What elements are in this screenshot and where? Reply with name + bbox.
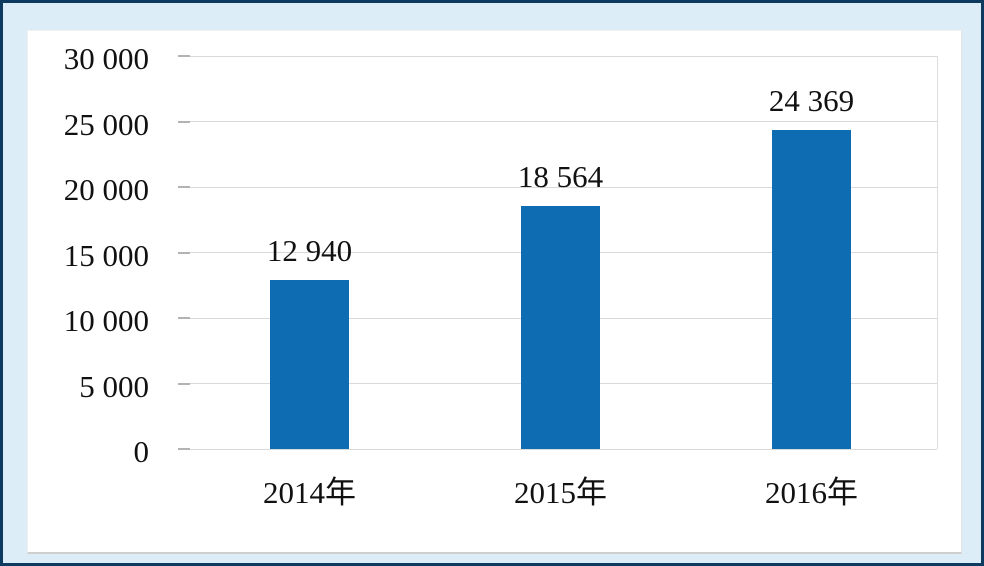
y-tick-label: 25 000 bbox=[63, 106, 149, 142]
y-axis-tick bbox=[178, 448, 190, 450]
y-axis-tick bbox=[178, 382, 190, 385]
bar-value-label: 18 564 bbox=[517, 158, 604, 194]
y-tick-label: 15 000 bbox=[63, 237, 149, 273]
x-axis-category-label: 2015年 bbox=[514, 475, 607, 510]
bar-2015年 bbox=[521, 205, 600, 449]
gridline bbox=[184, 55, 937, 57]
gridline bbox=[184, 121, 937, 122]
bar-value-label: 24 369 bbox=[768, 82, 855, 118]
y-axis-tick bbox=[178, 55, 190, 57]
gridline bbox=[184, 448, 937, 450]
plot-area: 0 5 000 10 000 15 000 20 000 25 000 30 000 12 9… bbox=[64, 41, 938, 508]
y-axis-tick bbox=[178, 120, 190, 123]
bar-2016年 bbox=[772, 129, 851, 449]
bar-2014年 bbox=[270, 279, 349, 449]
gridline bbox=[184, 186, 937, 188]
y-tick-label: 0 bbox=[133, 434, 150, 469]
y-axis-tick bbox=[178, 186, 190, 188]
y-tick-label: 10 000 bbox=[63, 303, 149, 338]
bar-value-label: 12 940 bbox=[266, 232, 353, 268]
y-axis-tick bbox=[178, 317, 190, 319]
x-axis-category-label: 2016年 bbox=[765, 475, 858, 510]
y-tick-label: 20 000 bbox=[63, 172, 149, 207]
y-tick-label: 5 000 bbox=[79, 368, 149, 404]
chart-canvas: 0 5 000 10 000 15 000 20 000 25 000 30 000 12 9… bbox=[27, 30, 962, 554]
plot-right-edge bbox=[937, 56, 938, 449]
y-axis-tick bbox=[178, 251, 190, 254]
x-axis-category-label: 2014年 bbox=[263, 475, 356, 510]
y-tick-label: 30 000 bbox=[63, 41, 149, 76]
